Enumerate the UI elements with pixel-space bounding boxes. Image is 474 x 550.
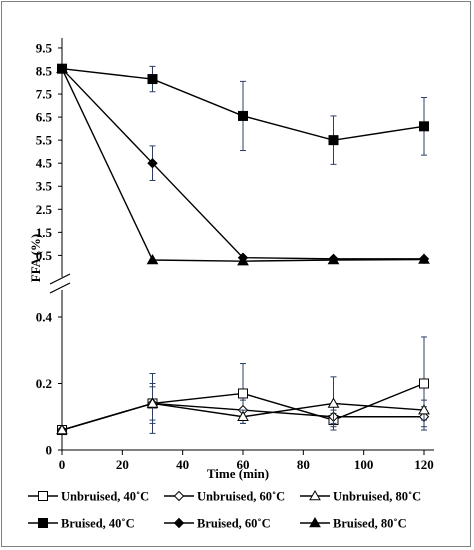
data-point xyxy=(147,157,158,169)
series-filled-triangle xyxy=(56,62,430,266)
tick-labels: 0 20 40 60 80 100 120 9.5 8.5 7.5 6.5 5.5 4.5 3.5 2.5 1… xyxy=(36,40,434,472)
axes xyxy=(49,38,434,455)
data-point xyxy=(419,121,429,132)
data-point xyxy=(237,410,249,421)
legend-label: Unbruised, 60˚C xyxy=(197,490,285,504)
data-point xyxy=(56,424,68,435)
data-point xyxy=(173,490,185,502)
data-point xyxy=(237,255,249,266)
y-axis-label: FFA (%) xyxy=(28,234,43,283)
legend-item: Bruised, 40˚C xyxy=(28,517,135,531)
data-point xyxy=(38,518,48,528)
axis-break-mark xyxy=(49,273,71,285)
data-point xyxy=(328,135,339,146)
legend-item: Unbruised, 80˚C xyxy=(300,490,421,504)
legend-label: Bruised, 40˚C xyxy=(61,517,135,531)
legend-item: Bruised, 60˚C xyxy=(164,517,271,531)
data-point xyxy=(146,253,159,265)
y-tick-label: 0.2 xyxy=(36,376,52,391)
x-tick-label: 60 xyxy=(237,457,250,472)
legend-label: Unbruised, 40˚C xyxy=(61,490,149,504)
legend-item: Unbruised, 60˚C xyxy=(164,490,285,504)
y-tick-label: 4.5 xyxy=(36,156,53,171)
y-tick-label: 0.4 xyxy=(36,310,53,325)
y-tick-label: 9.5 xyxy=(36,40,53,55)
y-tick-label: 6.5 xyxy=(36,110,53,125)
y-tick-label: 3.5 xyxy=(36,179,53,194)
axis-break-mark xyxy=(49,282,71,294)
legend: Unbruised, 40˚C Unbruised, 60˚C Unbruised,… xyxy=(28,490,421,531)
series-open-triangle xyxy=(56,376,430,435)
y-tick-label: 2.5 xyxy=(36,202,53,217)
x-tick-label: 100 xyxy=(354,457,374,472)
data-point xyxy=(147,74,158,85)
legend-label: Unbruised, 80˚C xyxy=(333,490,421,504)
x-axis-label: Time (min) xyxy=(207,466,269,481)
data-point xyxy=(327,253,340,265)
y-tick-label: 5.5 xyxy=(36,133,53,148)
data-point xyxy=(419,378,429,389)
data-point xyxy=(418,404,430,415)
series-filled-square xyxy=(57,63,429,165)
legend-label: Bruised, 80˚C xyxy=(333,517,407,531)
legend-item: Unbruised, 40˚C xyxy=(28,490,149,504)
x-tick-label: 0 xyxy=(59,457,66,472)
data-point xyxy=(56,62,68,73)
data-point xyxy=(238,110,248,121)
data-point xyxy=(146,397,159,408)
legend-label: Bruised, 60˚C xyxy=(197,517,271,531)
x-tick-label: 40 xyxy=(176,457,189,472)
data-point xyxy=(418,253,430,264)
data-point xyxy=(309,489,321,501)
data-point xyxy=(327,397,340,408)
y-tick-label: 8.5 xyxy=(36,64,53,79)
data-point xyxy=(173,517,185,529)
data-point xyxy=(309,516,321,528)
y-tick-label: 7.5 xyxy=(36,87,53,102)
y-tick-label: 1.5 xyxy=(36,225,53,240)
x-tick-label: 80 xyxy=(297,457,310,472)
x-tick-label: 120 xyxy=(414,457,434,472)
data-point xyxy=(238,388,248,399)
y-tick-label: 0 xyxy=(46,443,53,458)
data-point xyxy=(38,491,48,501)
legend-item: Bruised, 80˚C xyxy=(300,517,407,531)
x-tick-label: 20 xyxy=(116,457,129,472)
y-tick-label: 0.5 xyxy=(36,248,53,263)
series-layer xyxy=(56,62,430,436)
